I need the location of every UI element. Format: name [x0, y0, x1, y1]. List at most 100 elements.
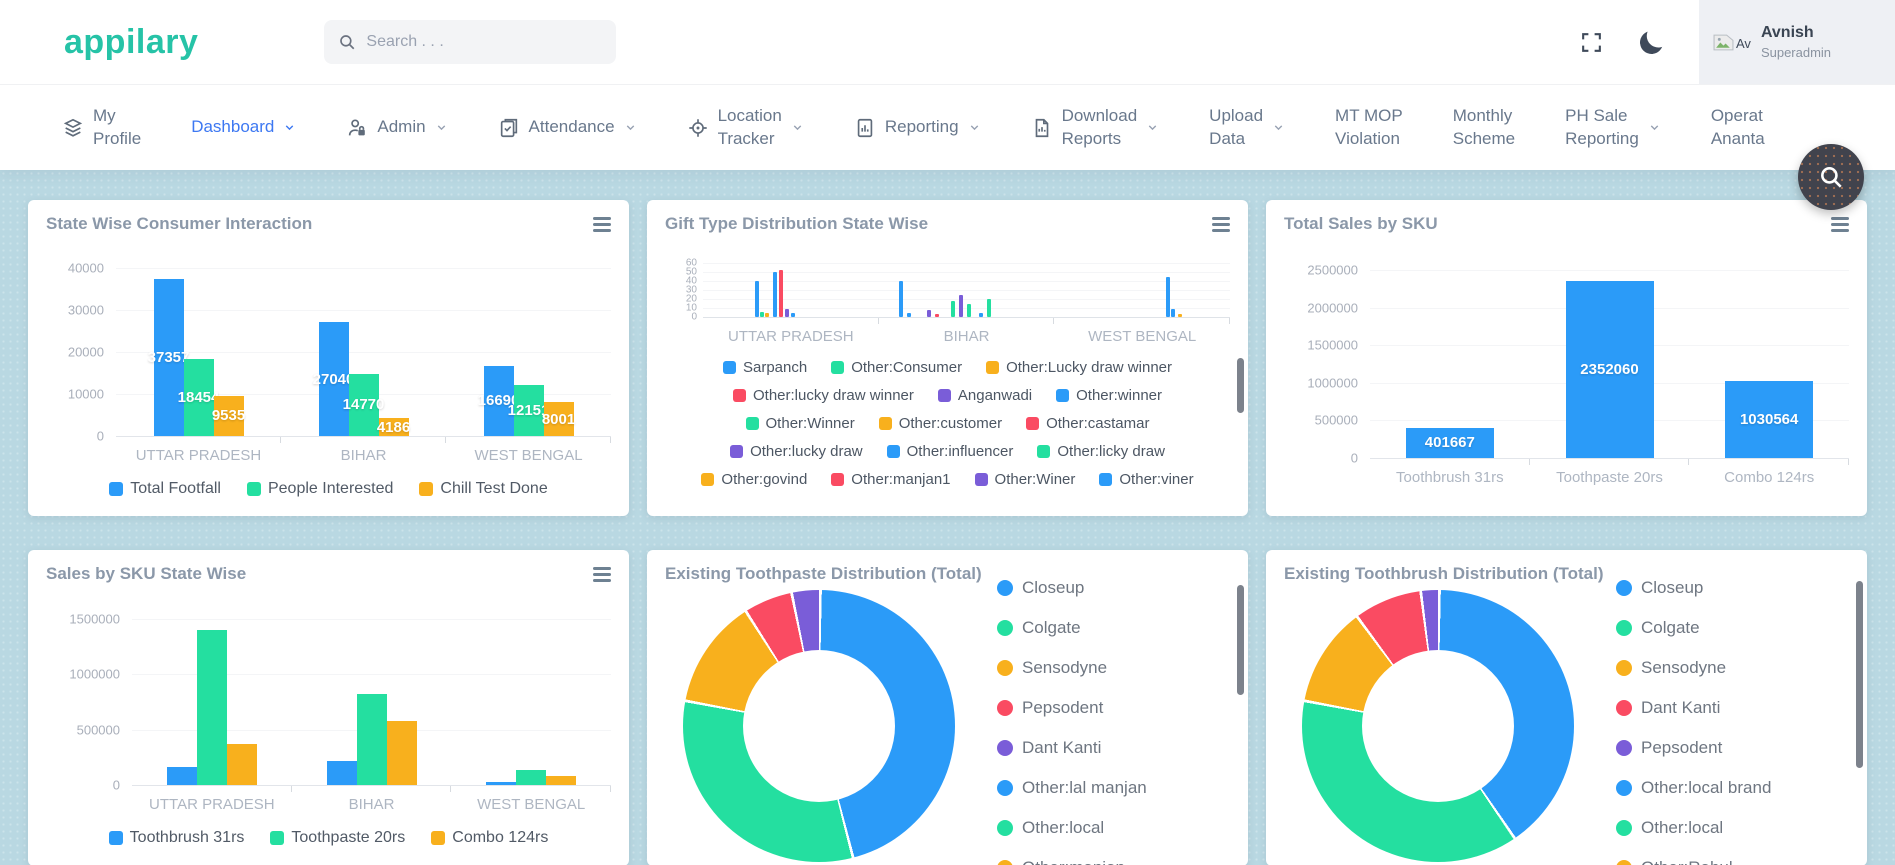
- legend-item[interactable]: Dant Kanti: [997, 738, 1147, 758]
- gridline: [132, 619, 611, 620]
- legend-item[interactable]: Closeup: [997, 578, 1147, 598]
- fullscreen-icon[interactable]: [1579, 30, 1604, 55]
- nav-item-monthly-scheme[interactable]: Monthly Scheme: [1453, 105, 1515, 151]
- bar: [486, 782, 517, 785]
- legend-item[interactable]: Other:Lucky draw winner: [986, 359, 1172, 376]
- legend-item[interactable]: Colgate: [1616, 618, 1771, 638]
- bar-group: [703, 263, 879, 324]
- legend-label: Other:Winner: [765, 415, 855, 432]
- legend-item[interactable]: Other:castamar: [1026, 415, 1149, 432]
- nav-item-attendance[interactable]: Attendance: [498, 116, 637, 139]
- legend-marker: [1616, 860, 1632, 865]
- nav-item-admin[interactable]: Admin: [346, 116, 447, 139]
- bar: 8001: [542, 402, 575, 436]
- legend-item[interactable]: Other:Rahul: [1616, 858, 1771, 865]
- legend-label: Toothpaste 20rs: [291, 829, 406, 846]
- legend-scrollbar[interactable]: [1856, 581, 1863, 768]
- nav-item-ph-sale-reporting[interactable]: PH Sale Reporting: [1565, 105, 1661, 151]
- chart-menu-icon[interactable]: [1212, 214, 1230, 232]
- legend-scrollbar[interactable]: [1237, 585, 1244, 695]
- legend-scrollbar[interactable]: [1237, 358, 1244, 413]
- legend-item[interactable]: Other:Consumer: [831, 359, 962, 376]
- bar-group: 16690 12151 8001: [446, 268, 611, 443]
- chart-legend: Toothbrush 31rs Toothpaste 20rs Combo 124r…: [46, 829, 611, 847]
- legend-marker: [1056, 389, 1070, 402]
- legend-item[interactable]: Other:local brand: [1616, 778, 1771, 798]
- search-input[interactable]: [366, 33, 603, 51]
- nav-item-mt-mop-violation[interactable]: MT MOP Violation: [1335, 105, 1403, 151]
- donut-hole: [1362, 650, 1514, 802]
- nav-item-reporting[interactable]: Reporting: [854, 116, 981, 139]
- legend-item[interactable]: Other:manjan: [997, 858, 1147, 865]
- legend-label: Closeup: [1022, 578, 1085, 597]
- bar-value-label: 18454: [177, 388, 220, 406]
- legend-marker: [108, 831, 123, 845]
- legend-marker: [730, 445, 744, 458]
- dark-mode-toggle[interactable]: [1640, 31, 1663, 54]
- legend-item[interactable]: Pepsodent: [1616, 738, 1771, 758]
- legend-item[interactable]: Other:lal manjan: [997, 778, 1147, 798]
- floating-search-button[interactable]: [1798, 144, 1864, 210]
- chart-menu-icon[interactable]: [593, 564, 611, 582]
- legend-item[interactable]: Colgate: [997, 618, 1147, 638]
- donut-hole: [743, 650, 895, 802]
- bar: [1178, 314, 1183, 317]
- legend-item[interactable]: Other:customer: [878, 415, 1002, 432]
- legend-marker: [831, 473, 845, 486]
- chart-menu-icon[interactable]: [1831, 214, 1849, 232]
- legend-item[interactable]: Other:lucky draw: [730, 443, 863, 460]
- x-axis-label: UTTAR PRADESH: [149, 796, 275, 813]
- user-menu[interactable]: Av Avnish Superadmin: [1699, 0, 1895, 84]
- search-box[interactable]: [324, 20, 617, 64]
- legend-item[interactable]: People Interested: [246, 480, 393, 498]
- legend-item[interactable]: Pepsodent: [997, 698, 1147, 718]
- legend-marker: [246, 482, 261, 496]
- legend-item[interactable]: Combo 124rs: [431, 829, 548, 847]
- nav-item-my-profile[interactable]: My Profile: [62, 105, 141, 151]
- legend-item[interactable]: Toothbrush 31rs: [108, 829, 244, 847]
- grouped-bar-chart: 40000 30000 20000 10000 0 37357 18454 9535 27040…: [46, 261, 611, 498]
- legend-item[interactable]: Other:lucky draw winner: [732, 387, 914, 404]
- nav-label: Scheme: [1452, 128, 1516, 148]
- legend-item[interactable]: Other:Winer: [974, 471, 1075, 488]
- legend-item[interactable]: Total Footfall: [109, 480, 221, 498]
- bar-groups: [132, 619, 611, 792]
- chart-menu-icon[interactable]: [593, 214, 611, 232]
- bar-groups: [703, 263, 1230, 324]
- nav-item-download-reports[interactable]: Download Reports: [1031, 105, 1160, 151]
- y-axis-tick: 40000: [67, 260, 104, 276]
- legend-item[interactable]: Other:influencer: [886, 443, 1013, 460]
- nav-item-dashboard[interactable]: Dashboard: [191, 116, 296, 139]
- legend-item[interactable]: Other:local: [1616, 818, 1771, 838]
- legend-item[interactable]: Sensodyne: [997, 658, 1147, 678]
- legend-item[interactable]: Other:winner: [1056, 387, 1162, 404]
- chevron-down-icon: [968, 121, 981, 134]
- legend-item[interactable]: Toothpaste 20rs: [270, 829, 405, 847]
- x-axis-labels: UTTAR PRADESH BIHAR WEST BENGAL: [116, 447, 611, 464]
- legend-item[interactable]: Anganwadi: [937, 387, 1032, 404]
- plot-area: 40000 30000 20000 10000 0 37357 18454 9535 27040…: [68, 261, 611, 444]
- legend-label: Total Footfall: [130, 480, 221, 497]
- legend-item[interactable]: Dant Kanti: [1616, 698, 1771, 718]
- legend-item[interactable]: Other:local: [997, 818, 1147, 838]
- legend-item[interactable]: Chill Test Done: [419, 480, 548, 498]
- legend-item[interactable]: Sensodyne: [1616, 658, 1771, 678]
- nav-label: Data: [1209, 128, 1246, 148]
- bar: 2352060: [1565, 281, 1654, 458]
- legend-item[interactable]: Sarpanch: [723, 359, 807, 376]
- nav-item-location-tracker[interactable]: Location Tracker: [687, 105, 804, 151]
- bar: [516, 770, 547, 785]
- bar-group: [451, 619, 611, 792]
- legend-item[interactable]: Other:govind: [701, 471, 807, 488]
- x-axis-label: Toothbrush 31rs: [1396, 469, 1504, 486]
- legend-item[interactable]: Other:Winner: [745, 415, 855, 432]
- legend-item[interactable]: Closeup: [1616, 578, 1771, 598]
- x-axis-label: WEST BENGAL: [474, 447, 583, 464]
- legend-marker: [997, 620, 1013, 636]
- legend-item[interactable]: Other:viner: [1099, 471, 1194, 488]
- legend-item[interactable]: Other:manjan1: [831, 471, 951, 488]
- nav-item-operation-ananta[interactable]: Operat Ananta: [1711, 105, 1765, 151]
- nav-item-upload-data[interactable]: Upload Data: [1209, 105, 1285, 151]
- legend-label: Combo 124rs: [452, 829, 549, 846]
- legend-item[interactable]: Other:licky draw: [1037, 443, 1165, 460]
